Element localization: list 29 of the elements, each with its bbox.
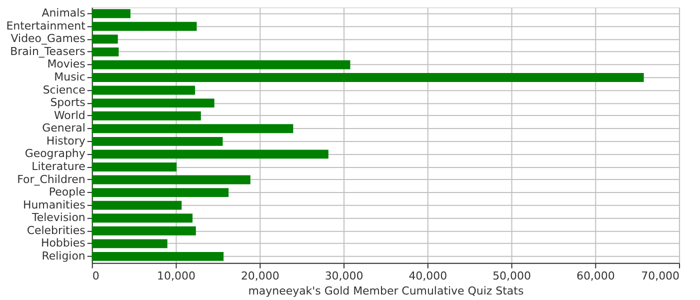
y-tick-label: History — [46, 134, 86, 148]
y-tick-label: Video_Games — [10, 32, 86, 46]
y-tick-label: Entertainment — [6, 19, 86, 32]
y-tick-label: Music — [54, 70, 86, 84]
x-tick-label: 10,000 — [157, 269, 196, 282]
y-tick-label: Movies — [47, 58, 86, 71]
y-tick-label: Television — [31, 211, 86, 224]
y-tick-label: For_Children — [17, 172, 86, 186]
y-tick-label: Literature — [32, 160, 86, 173]
x-tick-label: 70,000 — [641, 269, 680, 282]
y-tick-label: Celebrities — [26, 224, 86, 237]
y-tick-label: Brain_Teasers — [10, 44, 86, 58]
y-tick-label: World — [54, 108, 86, 122]
y-tick-label: Sports — [50, 96, 86, 110]
x-tick-label: 60,000 — [576, 269, 615, 282]
y-tick-label: Science — [42, 83, 86, 96]
y-tick-label: Religion — [42, 249, 86, 262]
x-tick-label: 50,000 — [492, 269, 531, 282]
y-tick-label: Humanities — [22, 198, 86, 212]
x-axis-title: mayneeyak's Gold Member Cumulative Quiz Stats — [248, 284, 524, 298]
x-tick-label: 0 — [92, 269, 100, 282]
y-tick-label: Animals — [42, 6, 86, 20]
x-tick-label: 40,000 — [408, 269, 448, 282]
y-tick-label: People — [48, 186, 86, 199]
y-tick-label: Geography — [24, 147, 86, 160]
x-tick-label: 30,000 — [324, 269, 364, 282]
x-tick-label: 20,000 — [240, 269, 280, 282]
y-tick-label: Hobbies — [40, 236, 86, 250]
y-tick-label: General — [42, 122, 86, 135]
